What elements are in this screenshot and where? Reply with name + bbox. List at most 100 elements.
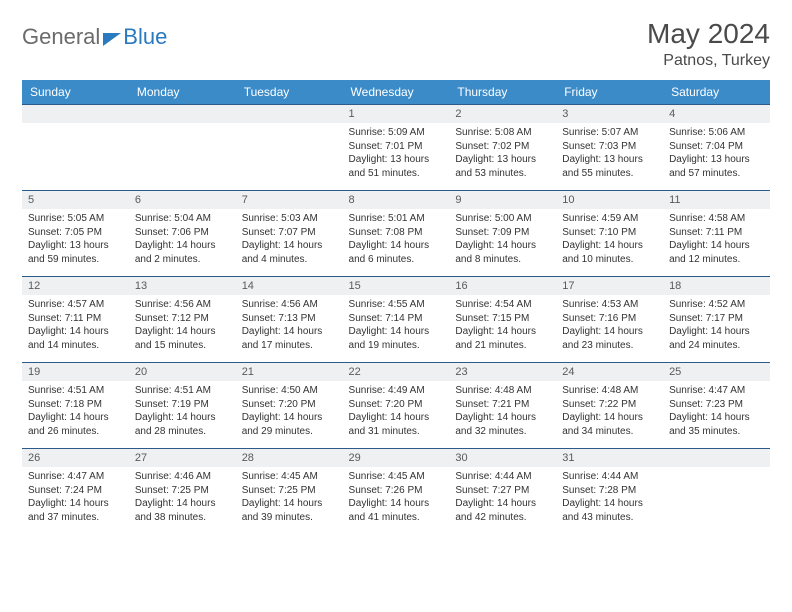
- day-details: Sunrise: 5:00 AMSunset: 7:09 PMDaylight:…: [449, 209, 556, 270]
- sunrise-line: Sunrise: 5:05 AM: [28, 212, 123, 226]
- day-details: Sunrise: 4:56 AMSunset: 7:13 PMDaylight:…: [236, 295, 343, 356]
- sunset-line: Sunset: 7:21 PM: [455, 398, 550, 412]
- sunrise-line: Sunrise: 5:03 AM: [242, 212, 337, 226]
- daylight-line: Daylight: 13 hours and 53 minutes.: [455, 153, 550, 180]
- sunrise-line: Sunrise: 4:51 AM: [135, 384, 230, 398]
- calendar-page: General Blue May 2024 Patnos, Turkey Sun…: [0, 0, 792, 553]
- calendar-cell: 3Sunrise: 5:07 AMSunset: 7:03 PMDaylight…: [556, 105, 663, 191]
- daylight-line: Daylight: 13 hours and 51 minutes.: [349, 153, 444, 180]
- sunset-line: Sunset: 7:04 PM: [669, 140, 764, 154]
- daylight-line: Daylight: 14 hours and 8 minutes.: [455, 239, 550, 266]
- daylight-line: Daylight: 14 hours and 42 minutes.: [455, 497, 550, 524]
- sunset-line: Sunset: 7:08 PM: [349, 226, 444, 240]
- daylight-line: Daylight: 14 hours and 14 minutes.: [28, 325, 123, 352]
- sunset-line: Sunset: 7:28 PM: [562, 484, 657, 498]
- sunrise-line: Sunrise: 4:46 AM: [135, 470, 230, 484]
- sunrise-line: Sunrise: 5:08 AM: [455, 126, 550, 140]
- sunrise-line: Sunrise: 4:57 AM: [28, 298, 123, 312]
- calendar-week-row: 26Sunrise: 4:47 AMSunset: 7:24 PMDayligh…: [22, 449, 770, 535]
- sunset-line: Sunset: 7:05 PM: [28, 226, 123, 240]
- sunset-line: Sunset: 7:14 PM: [349, 312, 444, 326]
- sunset-line: Sunset: 7:20 PM: [349, 398, 444, 412]
- sunset-line: Sunset: 7:27 PM: [455, 484, 550, 498]
- day-details: Sunrise: 5:05 AMSunset: 7:05 PMDaylight:…: [22, 209, 129, 270]
- daylight-line: Daylight: 14 hours and 19 minutes.: [349, 325, 444, 352]
- sunrise-line: Sunrise: 4:51 AM: [28, 384, 123, 398]
- sunset-line: Sunset: 7:18 PM: [28, 398, 123, 412]
- sunset-line: Sunset: 7:23 PM: [669, 398, 764, 412]
- day-details: Sunrise: 5:07 AMSunset: 7:03 PMDaylight:…: [556, 123, 663, 184]
- day-number: 16: [449, 277, 556, 295]
- calendar-cell: [663, 449, 770, 535]
- sunset-line: Sunset: 7:20 PM: [242, 398, 337, 412]
- daylight-line: Daylight: 13 hours and 59 minutes.: [28, 239, 123, 266]
- sunset-line: Sunset: 7:16 PM: [562, 312, 657, 326]
- day-details: Sunrise: 5:01 AMSunset: 7:08 PMDaylight:…: [343, 209, 450, 270]
- sunset-line: Sunset: 7:10 PM: [562, 226, 657, 240]
- day-details: Sunrise: 4:51 AMSunset: 7:19 PMDaylight:…: [129, 381, 236, 442]
- calendar-cell: 25Sunrise: 4:47 AMSunset: 7:23 PMDayligh…: [663, 363, 770, 449]
- day-header: Monday: [129, 80, 236, 105]
- sunrise-line: Sunrise: 4:44 AM: [562, 470, 657, 484]
- day-details: Sunrise: 4:58 AMSunset: 7:11 PMDaylight:…: [663, 209, 770, 270]
- daylight-line: Daylight: 14 hours and 6 minutes.: [349, 239, 444, 266]
- calendar-body: 1Sunrise: 5:09 AMSunset: 7:01 PMDaylight…: [22, 105, 770, 535]
- sunrise-line: Sunrise: 4:47 AM: [28, 470, 123, 484]
- sunset-line: Sunset: 7:11 PM: [669, 226, 764, 240]
- daylight-line: Daylight: 14 hours and 23 minutes.: [562, 325, 657, 352]
- title-block: May 2024 Patnos, Turkey: [647, 18, 770, 70]
- calendar-cell: 4Sunrise: 5:06 AMSunset: 7:04 PMDaylight…: [663, 105, 770, 191]
- daylight-line: Daylight: 14 hours and 24 minutes.: [669, 325, 764, 352]
- day-number: 13: [129, 277, 236, 295]
- sunrise-line: Sunrise: 4:53 AM: [562, 298, 657, 312]
- daylight-line: Daylight: 13 hours and 57 minutes.: [669, 153, 764, 180]
- day-details: Sunrise: 4:56 AMSunset: 7:12 PMDaylight:…: [129, 295, 236, 356]
- day-number: [236, 105, 343, 123]
- day-number: 3: [556, 105, 663, 123]
- sunrise-line: Sunrise: 4:59 AM: [562, 212, 657, 226]
- day-number: 17: [556, 277, 663, 295]
- sunset-line: Sunset: 7:15 PM: [455, 312, 550, 326]
- day-number: 25: [663, 363, 770, 381]
- daylight-line: Daylight: 14 hours and 15 minutes.: [135, 325, 230, 352]
- day-number: 18: [663, 277, 770, 295]
- sunrise-line: Sunrise: 5:04 AM: [135, 212, 230, 226]
- calendar-cell: 29Sunrise: 4:45 AMSunset: 7:26 PMDayligh…: [343, 449, 450, 535]
- day-details: Sunrise: 5:08 AMSunset: 7:02 PMDaylight:…: [449, 123, 556, 184]
- calendar-week-row: 19Sunrise: 4:51 AMSunset: 7:18 PMDayligh…: [22, 363, 770, 449]
- calendar-week-row: 1Sunrise: 5:09 AMSunset: 7:01 PMDaylight…: [22, 105, 770, 191]
- calendar-cell: 26Sunrise: 4:47 AMSunset: 7:24 PMDayligh…: [22, 449, 129, 535]
- day-details: Sunrise: 4:47 AMSunset: 7:24 PMDaylight:…: [22, 467, 129, 528]
- day-details: Sunrise: 5:03 AMSunset: 7:07 PMDaylight:…: [236, 209, 343, 270]
- day-details: Sunrise: 4:59 AMSunset: 7:10 PMDaylight:…: [556, 209, 663, 270]
- calendar-cell: 16Sunrise: 4:54 AMSunset: 7:15 PMDayligh…: [449, 277, 556, 363]
- daylight-line: Daylight: 14 hours and 12 minutes.: [669, 239, 764, 266]
- sunset-line: Sunset: 7:07 PM: [242, 226, 337, 240]
- sunrise-line: Sunrise: 4:47 AM: [669, 384, 764, 398]
- calendar-cell: 6Sunrise: 5:04 AMSunset: 7:06 PMDaylight…: [129, 191, 236, 277]
- day-number: 1: [343, 105, 450, 123]
- day-number: [22, 105, 129, 123]
- day-number: 28: [236, 449, 343, 467]
- daylight-line: Daylight: 13 hours and 55 minutes.: [562, 153, 657, 180]
- calendar-cell: 30Sunrise: 4:44 AMSunset: 7:27 PMDayligh…: [449, 449, 556, 535]
- day-header: Friday: [556, 80, 663, 105]
- day-number: 20: [129, 363, 236, 381]
- sunrise-line: Sunrise: 5:06 AM: [669, 126, 764, 140]
- location-subtitle: Patnos, Turkey: [647, 52, 770, 70]
- day-number: 4: [663, 105, 770, 123]
- day-header: Wednesday: [343, 80, 450, 105]
- daylight-line: Daylight: 14 hours and 10 minutes.: [562, 239, 657, 266]
- day-details: Sunrise: 5:06 AMSunset: 7:04 PMDaylight:…: [663, 123, 770, 184]
- day-details: Sunrise: 4:44 AMSunset: 7:28 PMDaylight:…: [556, 467, 663, 528]
- day-number: 12: [22, 277, 129, 295]
- daylight-line: Daylight: 14 hours and 4 minutes.: [242, 239, 337, 266]
- sunrise-line: Sunrise: 4:52 AM: [669, 298, 764, 312]
- day-number: 8: [343, 191, 450, 209]
- calendar-cell: 9Sunrise: 5:00 AMSunset: 7:09 PMDaylight…: [449, 191, 556, 277]
- sunset-line: Sunset: 7:11 PM: [28, 312, 123, 326]
- day-details: Sunrise: 4:48 AMSunset: 7:22 PMDaylight:…: [556, 381, 663, 442]
- calendar-cell: 7Sunrise: 5:03 AMSunset: 7:07 PMDaylight…: [236, 191, 343, 277]
- day-details: Sunrise: 4:48 AMSunset: 7:21 PMDaylight:…: [449, 381, 556, 442]
- sunrise-line: Sunrise: 5:00 AM: [455, 212, 550, 226]
